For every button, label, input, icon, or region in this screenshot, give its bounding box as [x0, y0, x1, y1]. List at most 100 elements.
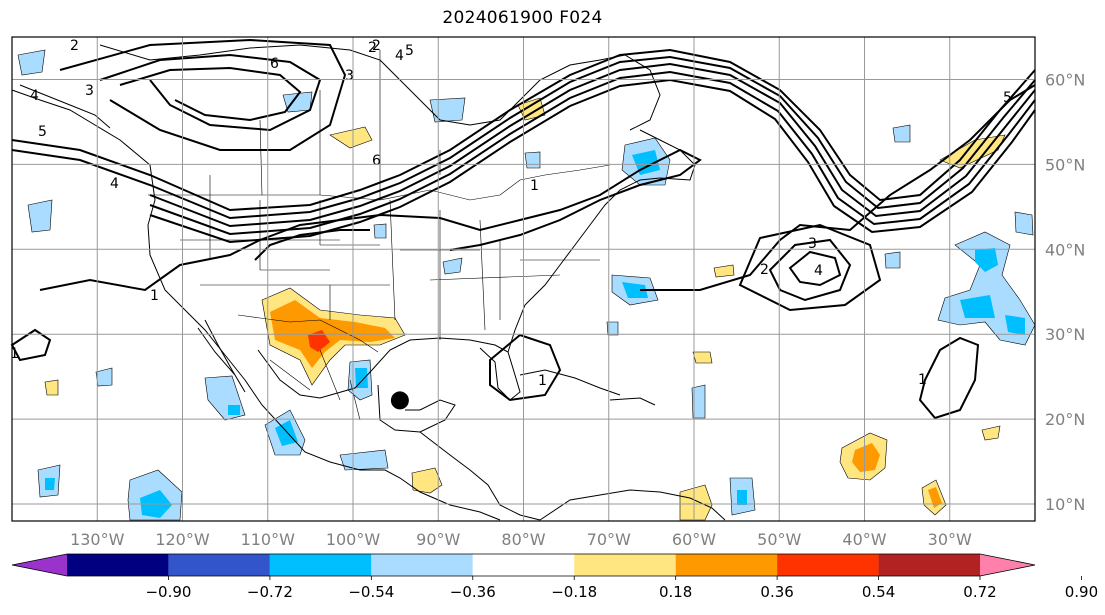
- contour-label: 4: [814, 263, 823, 279]
- contour-label: 1: [150, 288, 159, 304]
- contour-1-west-pacific: [10, 328, 52, 362]
- longitude-tick-label: 60°W: [672, 530, 716, 549]
- negative-anomaly-west-pacific-1: [27, 199, 53, 233]
- negative-anomaly-us-small-2: [524, 151, 541, 169]
- positive-anomaly-small-2: [692, 351, 713, 364]
- contour-label: 2: [70, 38, 79, 54]
- negative-anomaly-atlantic-small-3: [892, 124, 911, 143]
- contour-northwest-cluster-3: [59, 38, 347, 151]
- longitude-tick-label: 130°W: [70, 530, 125, 549]
- contour-1-east-atlantic: [918, 336, 980, 420]
- negative-anomaly-us-small-3: [373, 223, 387, 239]
- coastline-hispaniola: [609, 397, 656, 406]
- negative-anomaly-mexico-pacific-1-core: [275, 420, 298, 446]
- canada-province-borders: [209, 50, 441, 200]
- coastline-yucatan: [377, 384, 456, 433]
- positive-anomaly-labrador: [517, 97, 546, 121]
- colorbar-segment: [878, 554, 980, 576]
- colorbar-tick-label: 0.72: [963, 583, 996, 601]
- latitude-tick-label: 60°N: [1045, 70, 1085, 89]
- anomaly-shading: [17, 49, 1036, 521]
- colorbar-extend-high: [980, 554, 1035, 576]
- contour-label: 5: [405, 43, 414, 59]
- longitude-tick-label: 70°W: [587, 530, 631, 549]
- contour-1-gulf-loop: [489, 333, 562, 402]
- contour-label: 2: [372, 38, 381, 54]
- gridlines: [12, 37, 1035, 521]
- latitude-tick-label: 50°N: [1045, 155, 1085, 174]
- colorbar-tick-label: 0.36: [760, 583, 793, 601]
- longitude-tick-label: 100°W: [326, 530, 381, 549]
- contour-label: 4: [30, 88, 39, 104]
- contour-jet-5: [149, 78, 1036, 244]
- colorbar-tick-label: 0.90: [1065, 583, 1098, 601]
- contour-jet-2: [11, 55, 1036, 220]
- contour-label: 3: [85, 83, 94, 99]
- negative-anomaly-mexico-pacific-2-core: [228, 405, 240, 415]
- colorbar-segment: [777, 554, 879, 576]
- negative-anomaly-caribbean-1-core: [737, 490, 747, 505]
- contour-1-subtropical: [39, 148, 702, 292]
- colorbar-segment: [574, 554, 676, 576]
- contour-label: 5: [1003, 90, 1012, 106]
- contour-label: 2: [368, 40, 377, 56]
- positive-anomaly-lesser-antilles: [679, 484, 713, 521]
- colorbar-segment: [269, 554, 372, 576]
- longitude-tick-label: 30°W: [928, 530, 972, 549]
- negative-anomaly-pacific-small-5: [95, 367, 113, 387]
- coastline-alaska-panhandle: [19, 84, 111, 129]
- map-title: 2024061900 F024: [442, 8, 603, 28]
- colorbar-tick-label: −0.72: [247, 583, 293, 601]
- contour-northwest-cluster-2: [119, 66, 302, 122]
- colorbar-tick-labels: −0.90 −0.72 −0.54 −0.36 −0.18 0.18 0.36 0.54 0.7…: [145, 576, 1098, 601]
- longitude-tick-label: 110°W: [241, 530, 296, 549]
- positive-anomaly-small-1: [713, 264, 735, 278]
- us-state-borders-2: [180, 239, 600, 320]
- colorbar-segment: [67, 554, 169, 576]
- positive-anomaly-central-atlantic-core: [852, 443, 880, 472]
- colorbar-tick-label: −0.18: [551, 583, 597, 601]
- colorbar: [11, 553, 1036, 577]
- positive-anomaly-small-3: [981, 425, 1001, 441]
- colorbar-outline: [11, 553, 1036, 577]
- latitude-tick-label: 10°N: [1045, 495, 1085, 514]
- negative-anomaly-us-small-1: [442, 257, 463, 275]
- us-canada-border: [148, 164, 611, 201]
- latitude-tick-label: 30°N: [1045, 325, 1085, 344]
- negative-anomaly-west-pacific-2-core: [45, 478, 55, 490]
- positive-anomaly-east-atlantic-south-core: [928, 487, 942, 508]
- contour-2-east-atlantic-trough: [640, 84, 1036, 291]
- contour-low-atlantic-2: [788, 250, 842, 287]
- coastline-north-america-pacific: [11, 89, 501, 521]
- contour-label: 1: [918, 372, 927, 388]
- negative-anomaly-atlantic-small-2: [1014, 211, 1034, 236]
- contour-jet-1: [11, 48, 1036, 212]
- negative-anomaly-central-america-pacific: [339, 449, 389, 471]
- contour-label: 3: [808, 236, 817, 252]
- coastlines: [11, 44, 726, 521]
- contour-label: 1: [538, 373, 547, 389]
- negative-anomaly-gulf-core: [355, 368, 368, 388]
- longitude-tick-label: 40°W: [842, 530, 886, 549]
- contour-northwest-cluster-1: [99, 53, 322, 132]
- colorbar-tick-label: −0.54: [348, 583, 394, 601]
- contour-label: 3: [345, 68, 354, 84]
- longitude-tick-label: 90°W: [416, 530, 460, 549]
- latitude-tick-label: 40°N: [1045, 240, 1085, 259]
- negative-anomaly-north-pacific: [17, 49, 46, 76]
- negative-anomaly-canada-1: [429, 97, 466, 123]
- latitude-tick-label: 20°N: [1045, 410, 1085, 429]
- colorbar-segment: [168, 554, 270, 576]
- contour-low-atlantic-3: [738, 223, 882, 312]
- us-mexico-border: [237, 314, 379, 353]
- longitude-tick-label: 120°W: [155, 530, 210, 549]
- coastline-us-east: [507, 129, 696, 353]
- contour-2-midwest: [254, 229, 370, 261]
- coastline-baja-california: [197, 319, 246, 393]
- longitude-tick-label: 50°W: [757, 530, 801, 549]
- contour-label: 1: [530, 178, 539, 194]
- contour-label: 6: [270, 56, 279, 72]
- contour-jet-4: [149, 70, 1036, 236]
- storm-center-marker: [390, 391, 409, 410]
